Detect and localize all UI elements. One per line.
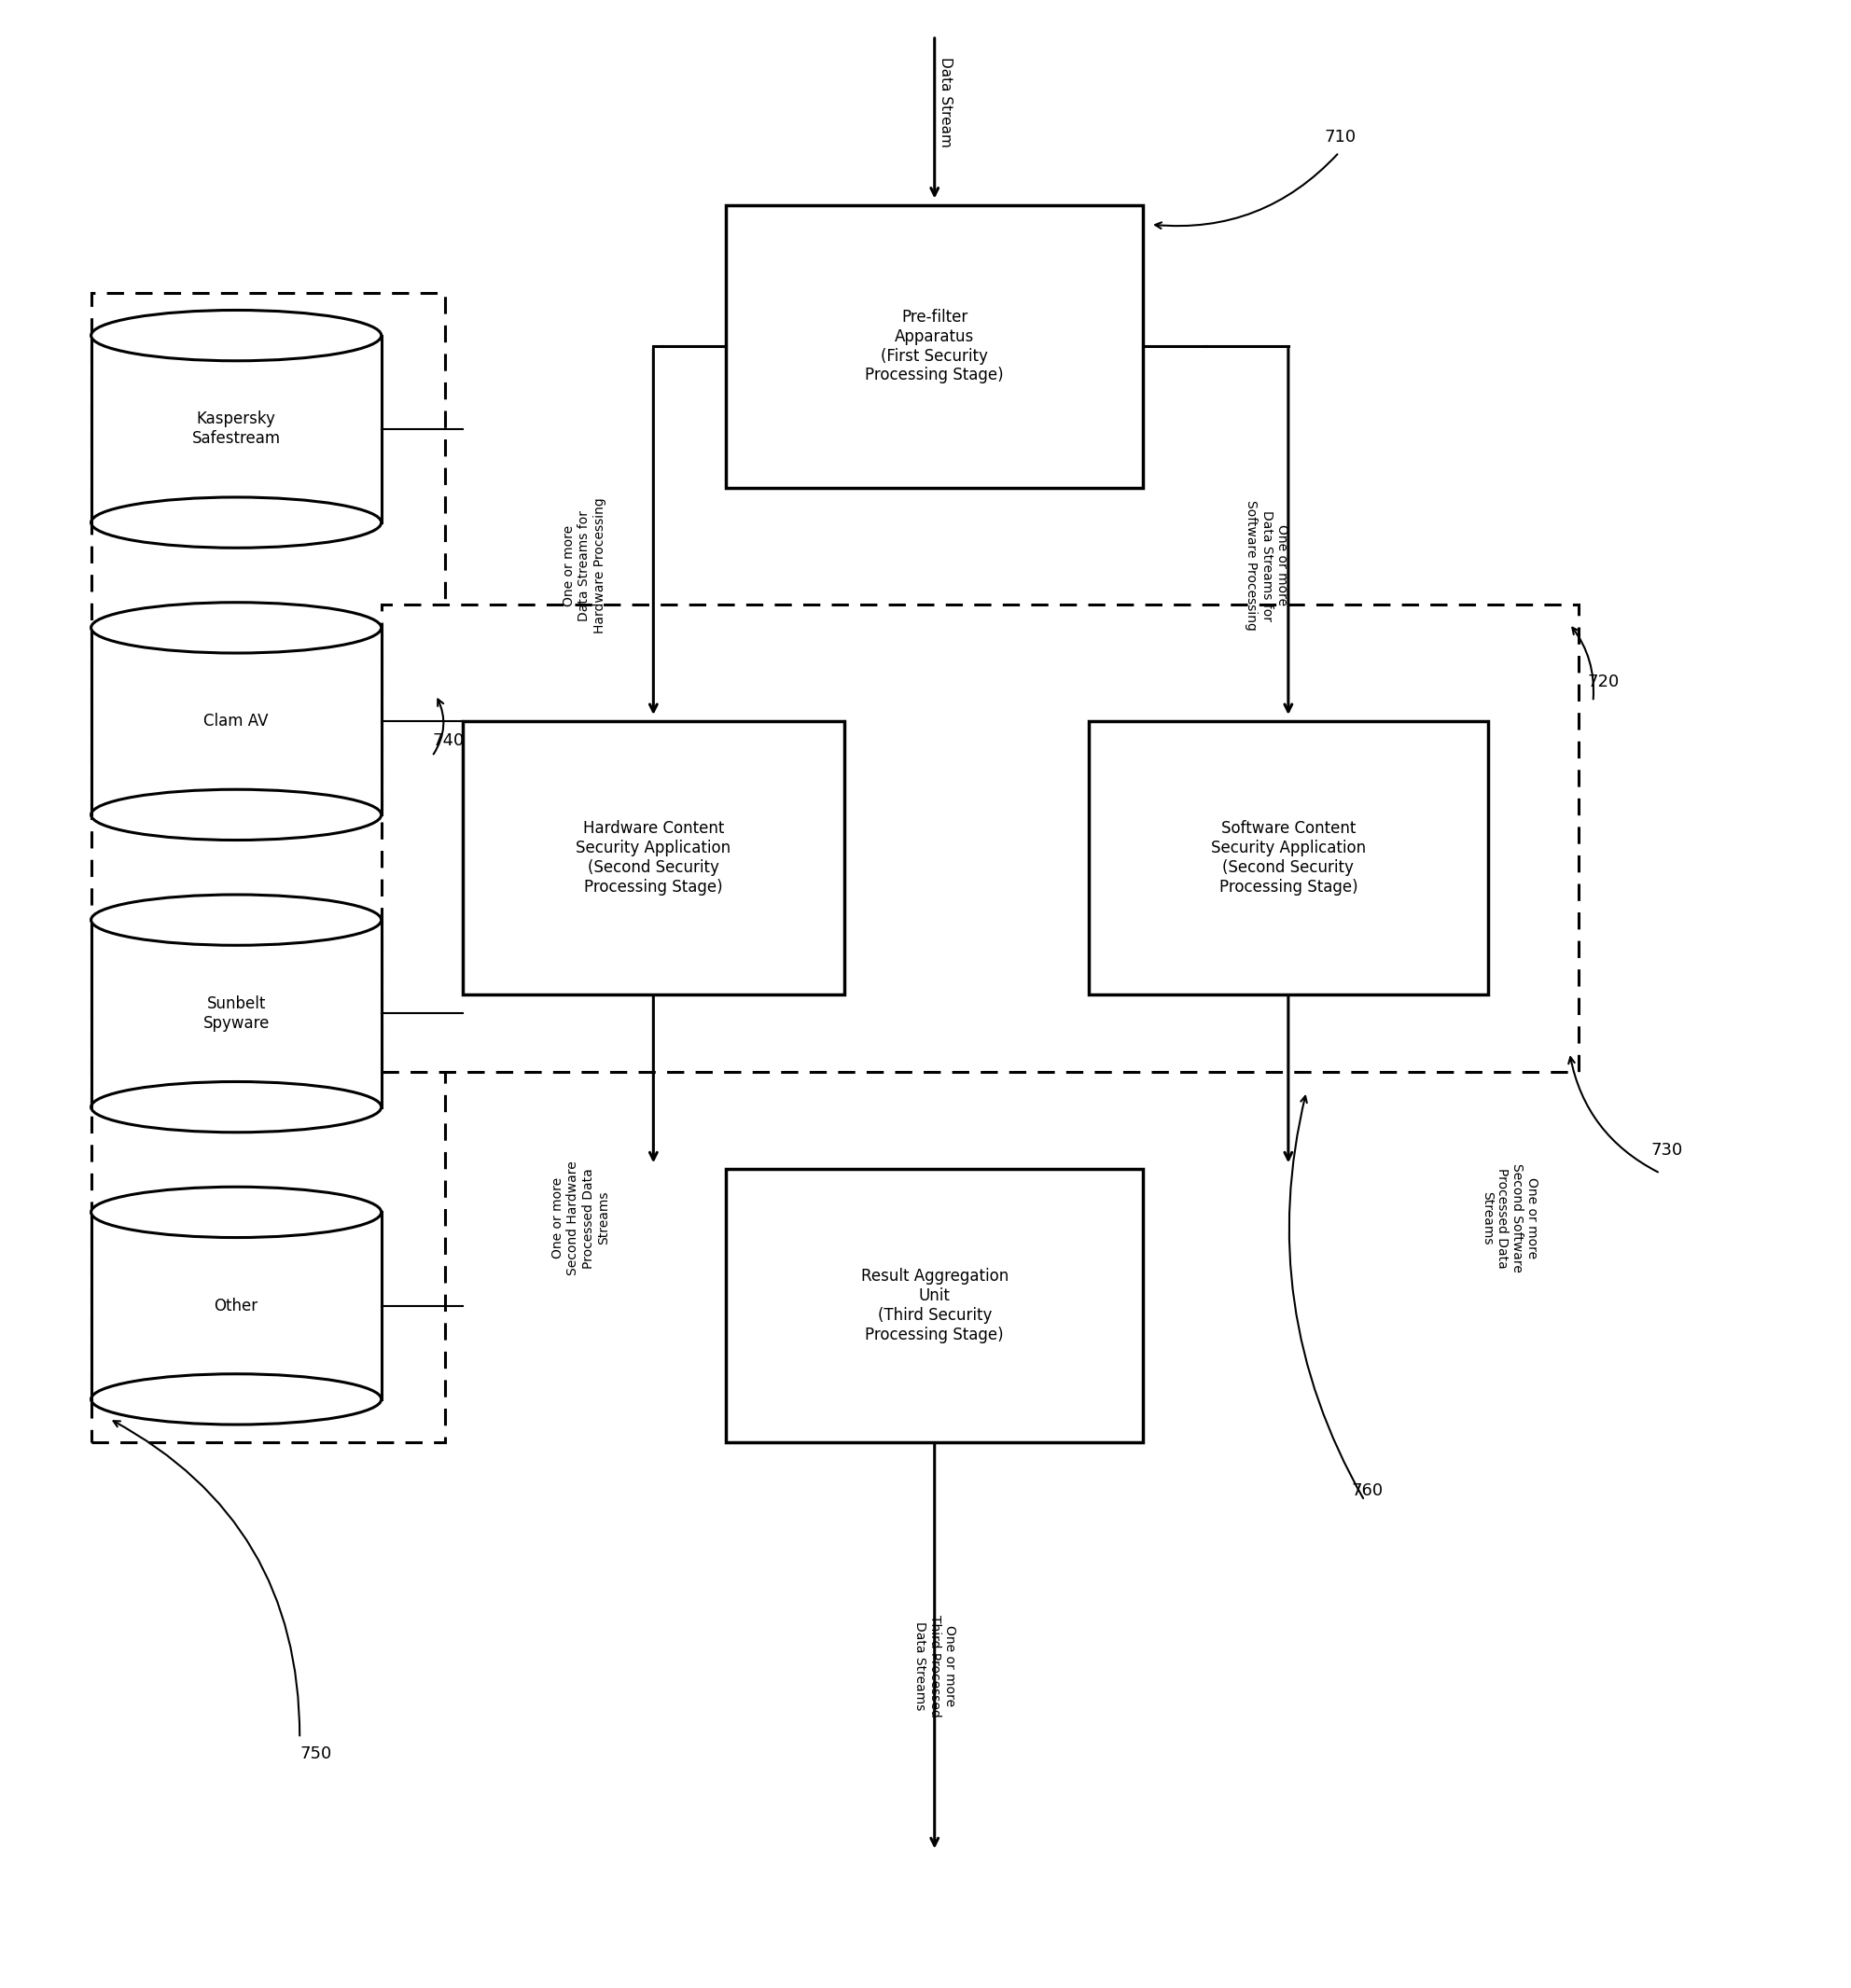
FancyArrowPatch shape bbox=[1568, 1058, 1658, 1173]
Ellipse shape bbox=[91, 1187, 381, 1237]
Ellipse shape bbox=[91, 1374, 381, 1425]
Bar bbox=[91, 1213, 381, 1400]
Text: 720: 720 bbox=[1588, 674, 1620, 690]
Text: One or more
Second Hardware
Processed Data
Streams: One or more Second Hardware Processed Da… bbox=[552, 1161, 611, 1276]
Bar bbox=[1088, 722, 1488, 994]
Ellipse shape bbox=[91, 497, 381, 549]
Ellipse shape bbox=[91, 602, 381, 654]
Ellipse shape bbox=[91, 310, 381, 362]
Bar bbox=[381, 604, 1579, 1072]
Text: Clam AV: Clam AV bbox=[204, 714, 268, 730]
FancyArrowPatch shape bbox=[1571, 628, 1594, 700]
Text: Data Stream: Data Stream bbox=[938, 56, 953, 147]
Text: One or more
Second Software
Processed Data
Streams: One or more Second Software Processed Da… bbox=[1481, 1163, 1538, 1272]
Bar bbox=[726, 1169, 1144, 1441]
Text: Result Aggregation
Unit
(Third Security
Processing Stage): Result Aggregation Unit (Third Security … bbox=[861, 1268, 1009, 1344]
Bar bbox=[463, 722, 844, 994]
Text: One or more
Data Streams for
Hardware Processing: One or more Data Streams for Hardware Pr… bbox=[563, 497, 605, 634]
Ellipse shape bbox=[91, 1081, 381, 1133]
Bar bbox=[91, 920, 381, 1107]
Text: Other: Other bbox=[215, 1298, 257, 1314]
Text: Hardware Content
Security Application
(Second Security
Processing Stage): Hardware Content Security Application (S… bbox=[576, 821, 731, 895]
Ellipse shape bbox=[91, 789, 381, 841]
Text: Software Content
Security Application
(Second Security
Processing Stage): Software Content Security Application (S… bbox=[1211, 821, 1366, 895]
Text: Sunbelt
Spyware: Sunbelt Spyware bbox=[204, 996, 270, 1032]
Bar bbox=[726, 205, 1144, 487]
Text: Kaspersky
Safestream: Kaspersky Safestream bbox=[193, 412, 281, 447]
Text: Pre-filter
Apparatus
(First Security
Processing Stage): Pre-filter Apparatus (First Security Pro… bbox=[864, 308, 1003, 384]
FancyArrowPatch shape bbox=[433, 700, 444, 753]
Text: 740: 740 bbox=[431, 732, 465, 749]
Bar bbox=[91, 336, 381, 523]
Text: 710: 710 bbox=[1325, 129, 1357, 145]
Ellipse shape bbox=[91, 895, 381, 946]
Bar bbox=[91, 628, 381, 815]
FancyArrowPatch shape bbox=[113, 1421, 300, 1736]
Text: One or more
Data Streams for
Software Processing: One or more Data Streams for Software Pr… bbox=[1246, 501, 1288, 630]
Text: One or more
Third Processed
Data Streams: One or more Third Processed Data Streams bbox=[913, 1614, 957, 1718]
Text: 730: 730 bbox=[1651, 1141, 1683, 1159]
Bar bbox=[91, 292, 444, 1441]
Text: 760: 760 bbox=[1351, 1483, 1385, 1499]
FancyArrowPatch shape bbox=[1288, 1095, 1362, 1499]
Text: 750: 750 bbox=[300, 1745, 331, 1761]
FancyArrowPatch shape bbox=[1155, 155, 1336, 229]
